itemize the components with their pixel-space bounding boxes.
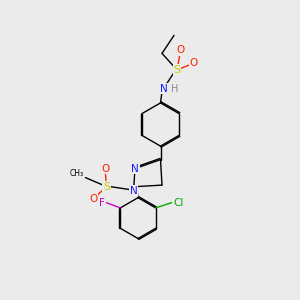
Text: N: N [131,164,139,174]
Text: S: S [103,182,110,192]
Text: S: S [173,65,181,75]
Text: O: O [176,45,185,56]
Text: Cl: Cl [173,197,183,208]
Text: N: N [130,186,137,196]
Text: CH₃: CH₃ [70,169,84,178]
Text: O: O [189,58,198,68]
Text: H: H [171,83,178,94]
Text: O: O [89,194,97,204]
Text: F: F [99,197,105,208]
Text: O: O [101,164,109,174]
Text: N: N [160,83,167,94]
